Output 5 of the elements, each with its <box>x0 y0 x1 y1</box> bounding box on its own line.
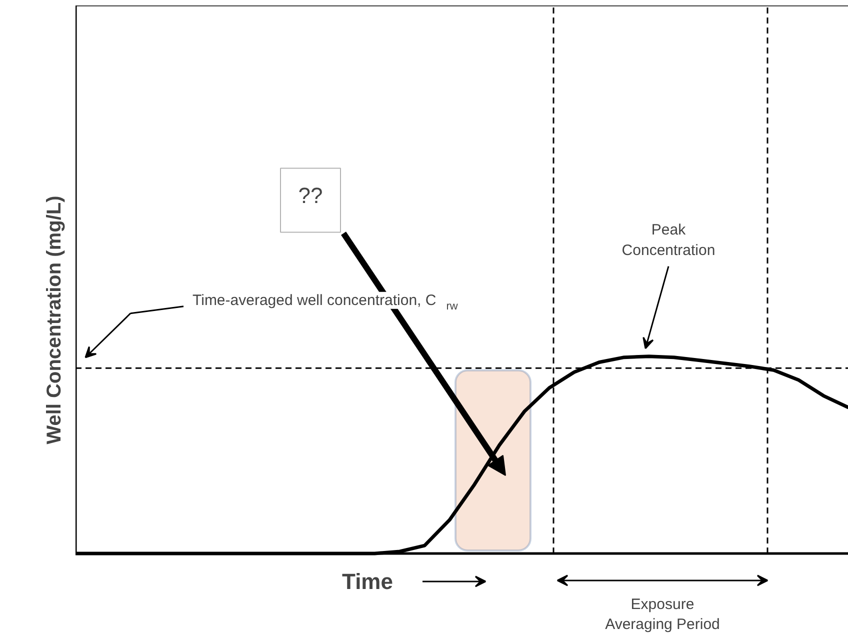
x-axis-title: Time <box>342 568 393 594</box>
text: Exposure Averaging Period <box>605 596 720 634</box>
text: ?? <box>298 182 323 208</box>
text: Peak Concentration <box>622 222 716 259</box>
y-axis-title: Well Concentration (mg/L) <box>44 196 66 444</box>
